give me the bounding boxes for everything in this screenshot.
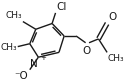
Text: CH₃: CH₃: [0, 43, 17, 52]
Text: ⁻O: ⁻O: [14, 71, 28, 81]
Text: O: O: [82, 46, 91, 56]
Text: +: +: [40, 55, 46, 61]
Text: CH₃: CH₃: [108, 54, 125, 63]
Text: N: N: [30, 59, 38, 69]
Text: CH₃: CH₃: [5, 11, 22, 20]
Text: O: O: [109, 12, 117, 22]
Text: Cl: Cl: [56, 2, 67, 12]
